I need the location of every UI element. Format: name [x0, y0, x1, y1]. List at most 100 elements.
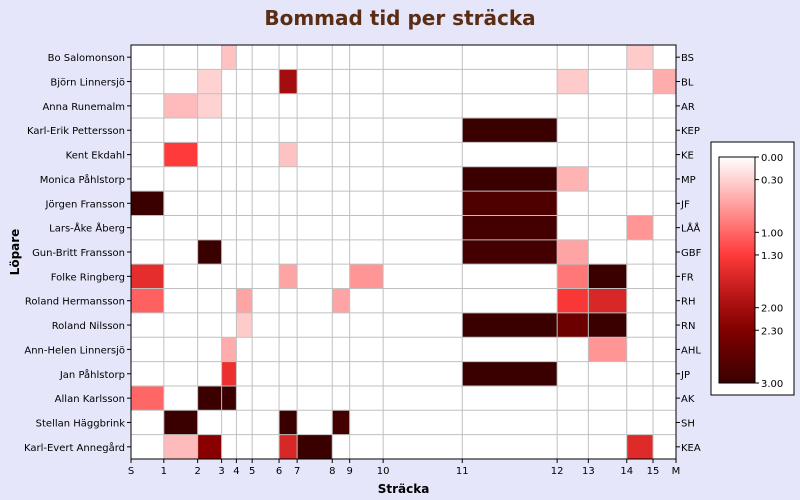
x-tick-label: 12	[551, 466, 564, 477]
colorbar-label: 1.30	[761, 251, 783, 262]
y-tick-label: Lars-Åke Åberg	[49, 222, 125, 235]
y2-tick-label: BL	[681, 78, 694, 89]
y2-tick-label: GBF	[681, 248, 702, 259]
y2-tick-label: KE	[681, 151, 694, 162]
heatmap-cell	[197, 93, 222, 119]
colorbar-gradient	[718, 156, 756, 384]
y2-tick-label: RH	[681, 297, 695, 308]
heatmap-cell	[131, 385, 164, 411]
x-tick-label: 4	[233, 466, 239, 477]
heatmap-cell	[297, 434, 333, 459]
y2-tick-label: FR	[681, 272, 694, 283]
colorbar-label: 1.00	[761, 228, 783, 239]
heatmap-cell	[131, 288, 164, 313]
heatmap-cell	[462, 166, 558, 192]
heatmap-cell	[462, 312, 558, 338]
heatmap-cell	[332, 288, 350, 313]
heatmap-cell	[197, 69, 222, 94]
heatmap-cell	[653, 69, 676, 94]
heatmap-cell	[557, 166, 589, 192]
heatmap-cell	[626, 434, 654, 459]
x-tick-label: 5	[249, 466, 255, 477]
y2-tick-label: MP	[681, 175, 696, 186]
y2-tick-label: SH	[681, 418, 695, 429]
y2-tick-label: RN	[681, 321, 695, 332]
heatmap-cell	[279, 434, 298, 459]
heatmap-cell	[236, 288, 253, 313]
y-tick-label: Folke Ringberg	[51, 272, 125, 283]
heatmap-cell	[588, 264, 627, 289]
y-tick-label: Gun-Britt Fransson	[32, 248, 125, 259]
heatmap-cell	[588, 337, 627, 362]
heatmap-cell	[557, 288, 589, 313]
heatmap-cell	[163, 142, 198, 167]
y-tick-label: Roland Hermansson	[25, 297, 125, 308]
x-axis-label: Sträcka	[378, 482, 430, 496]
x-tick-label: S	[128, 466, 134, 477]
y-tick-label: Monica Påhlstorp	[40, 173, 125, 186]
heatmap-cell	[221, 337, 237, 362]
x-tick-label: 3	[218, 466, 224, 477]
heatmap-cell	[163, 93, 198, 119]
heatmap-cell	[131, 191, 164, 216]
heatmap-cell	[332, 410, 350, 435]
x-tick-label: 15	[647, 466, 660, 477]
y-tick-label: Ann-Helen Linnersjö	[24, 345, 125, 356]
heatmap-cell	[557, 69, 589, 94]
heatmap-cell	[462, 215, 558, 240]
heatmap-cell	[462, 191, 558, 216]
heatmap-cell	[462, 239, 558, 265]
heatmap-cell	[279, 69, 298, 94]
heatmap-cell	[557, 264, 589, 289]
x-tick-label: 7	[294, 466, 300, 477]
x-tick-label: 6	[276, 466, 282, 477]
y-tick-label: Allan Karlsson	[55, 394, 125, 405]
heatmap-cell	[221, 385, 237, 411]
x-tick-label: 10	[377, 466, 390, 477]
heatmap-cell	[197, 434, 222, 459]
heatmap-cell	[131, 264, 164, 289]
y-tick-label: Karl-Evert Annegård	[24, 441, 125, 454]
y-tick-label: Stellan Häggbrink	[36, 418, 126, 429]
y-tick-label: Anna Runemalm	[42, 102, 125, 113]
heatmap-cell	[197, 239, 222, 265]
y-tick-label: Jörgen Fransson	[45, 199, 126, 210]
y2-tick-label: JF	[680, 199, 690, 210]
y2-tick-label: LÅÅ	[681, 222, 700, 235]
colorbar-label: 2.30	[761, 326, 783, 337]
heatmap-cell	[221, 361, 237, 386]
heatmap-cell	[349, 264, 384, 289]
x-tick-label: 1	[161, 466, 167, 477]
y-tick-label: Björn Linnersjö	[50, 78, 125, 89]
y-tick-label: Bo Salomonson	[48, 53, 125, 64]
colorbar-label: 3.00	[761, 379, 783, 390]
heatmap-cell	[462, 118, 558, 143]
y2-tick-label: AK	[681, 394, 695, 405]
heatmap-cell	[163, 410, 198, 435]
x-tick-label: 9	[346, 466, 352, 477]
x-tick-label: 2	[194, 466, 200, 477]
y2-tick-label: AR	[681, 102, 695, 113]
y-axis-label: Löpare	[8, 229, 22, 276]
y2-tick-label: KEA	[681, 443, 701, 454]
y-tick-label: Karl-Erik Pettersson	[27, 126, 125, 137]
y2-tick-label: BS	[681, 53, 694, 64]
heatmap-cell	[626, 215, 654, 240]
heatmap-cell	[236, 312, 253, 338]
y2-tick-label: JP	[680, 370, 690, 381]
x-tick-label: M	[672, 466, 681, 477]
chart-title: Bommad tid per sträcka	[264, 6, 536, 30]
heatmap-cell	[557, 239, 589, 265]
heatmap-cell	[588, 288, 627, 313]
y2-tick-label: KEP	[681, 126, 700, 137]
y-tick-label: Roland Nilsson	[52, 321, 125, 332]
heatmap-cell	[588, 312, 627, 338]
heatmap-cell	[221, 45, 237, 70]
colorbar-label: 0.30	[761, 176, 783, 187]
heatmap-cell	[279, 264, 298, 289]
y-tick-label: Jan Påhlstorp	[59, 368, 125, 381]
x-tick-label: 11	[456, 466, 469, 477]
y2-tick-label: AHL	[681, 345, 701, 356]
y-tick-label: Kent Ekdahl	[66, 151, 125, 162]
